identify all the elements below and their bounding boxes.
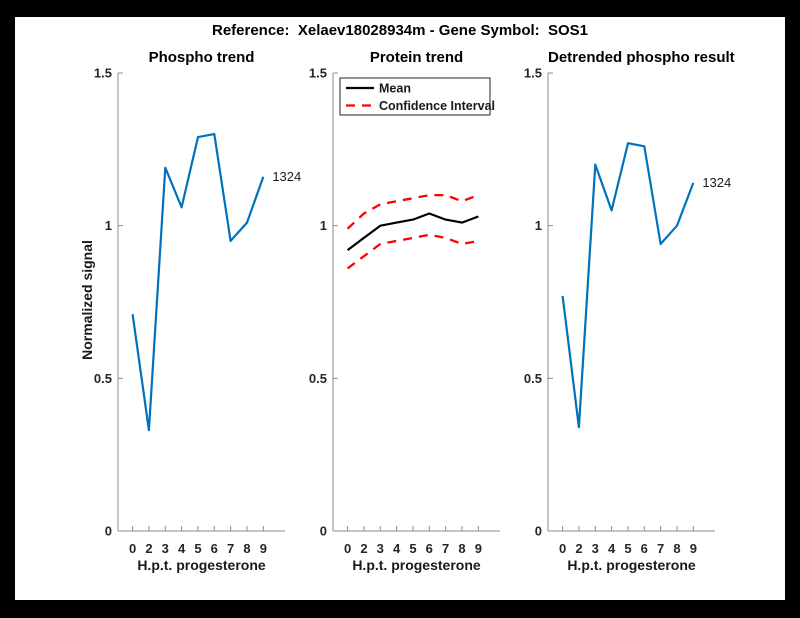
y-tick-label: 0 bbox=[535, 524, 542, 539]
x-tick-label: 4 bbox=[178, 541, 186, 556]
x-tick-label: 6 bbox=[211, 541, 218, 556]
x-tick-label: 3 bbox=[377, 541, 384, 556]
x-axis-label-phospho: H.p.t. progesterone bbox=[137, 557, 266, 573]
x-tick-label: 8 bbox=[673, 541, 680, 556]
series-ci-upper bbox=[346, 193, 479, 230]
y-tick-label: 1.5 bbox=[94, 66, 112, 81]
subplot-title-detrended-phospho: Detrended phospho result bbox=[548, 49, 735, 66]
y-tick-label: 1 bbox=[105, 218, 112, 233]
x-tick-label: 9 bbox=[690, 541, 697, 556]
series-ci-lower bbox=[346, 233, 479, 270]
x-tick-label: 6 bbox=[426, 541, 433, 556]
x-tick-label: 0 bbox=[129, 541, 136, 556]
x-tick-label: 7 bbox=[442, 541, 449, 556]
subplot-title-protein-trend: Protein trend bbox=[369, 49, 464, 66]
x-tick-label: 5 bbox=[624, 541, 631, 556]
series-phospho-signal bbox=[131, 132, 265, 432]
subplot-detrended-phospho: Detrended phospho result 0 0.5 1 1.5 0 2 3 4 5 6 7… bbox=[500, 17, 740, 600]
x-tick-label: 4 bbox=[608, 541, 616, 556]
x-tick-label: 2 bbox=[145, 541, 152, 556]
legend-label: Confidence Interval bbox=[379, 99, 495, 113]
subplot-protein-trend: Protein trend 0 0.5 1 1.5 0 2 3 4 5 6 7 8 9 Mean Confi… bbox=[285, 17, 525, 600]
annotation-label: 1324 bbox=[702, 175, 731, 190]
x-tick-label: 7 bbox=[227, 541, 234, 556]
subplot-title-phospho-trend: Phospho trend bbox=[148, 49, 255, 66]
x-tick-label: 6 bbox=[641, 541, 648, 556]
y-tick-label: 1.5 bbox=[309, 66, 327, 81]
y-tick-label: 0 bbox=[105, 524, 112, 539]
x-tick-label: 4 bbox=[393, 541, 401, 556]
y-tick-label: 1 bbox=[535, 218, 542, 233]
x-tick-label: 8 bbox=[243, 541, 250, 556]
x-tick-label: 2 bbox=[360, 541, 367, 556]
figure-title: Reference: Xelaev18028934m - Gene Symbol… bbox=[211, 22, 589, 39]
x-tick-label: 7 bbox=[657, 541, 664, 556]
x-tick-label: 9 bbox=[475, 541, 482, 556]
y-tick-label: 0.5 bbox=[94, 371, 112, 386]
y-tick-label: 0 bbox=[320, 524, 327, 539]
subplot-phospho-trend: Phospho trend 0 0.5 1 1.5 0 2 3 4 5 6 7 8 9 1324 H.p.… bbox=[70, 17, 310, 600]
figure-canvas: Reference: Xelaev18028934m - Gene Symbol… bbox=[15, 17, 785, 600]
x-tick-label: 8 bbox=[458, 541, 465, 556]
x-axis-label-protein: H.p.t. progesterone bbox=[352, 557, 481, 573]
y-tick-label: 1.5 bbox=[524, 66, 542, 81]
y-tick-label: 0.5 bbox=[309, 371, 327, 386]
x-tick-label: 0 bbox=[344, 541, 351, 556]
series-mean bbox=[346, 212, 479, 251]
legend-label: Mean bbox=[379, 82, 411, 96]
legend-box bbox=[339, 77, 491, 116]
annotation-label: 1324 bbox=[272, 169, 301, 184]
x-tick-label: 2 bbox=[575, 541, 582, 556]
series-detrended-phospho-signal bbox=[561, 142, 695, 429]
y-tick-label: 1 bbox=[320, 218, 327, 233]
x-tick-label: 3 bbox=[592, 541, 599, 556]
x-tick-label: 5 bbox=[409, 541, 416, 556]
y-tick-label: 0.5 bbox=[524, 371, 542, 386]
x-tick-label: 9 bbox=[260, 541, 267, 556]
x-tick-label: 5 bbox=[194, 541, 201, 556]
x-axis-label-detrended: H.p.t. progesterone bbox=[567, 557, 696, 573]
x-tick-label: 0 bbox=[559, 541, 566, 556]
x-tick-label: 3 bbox=[162, 541, 169, 556]
